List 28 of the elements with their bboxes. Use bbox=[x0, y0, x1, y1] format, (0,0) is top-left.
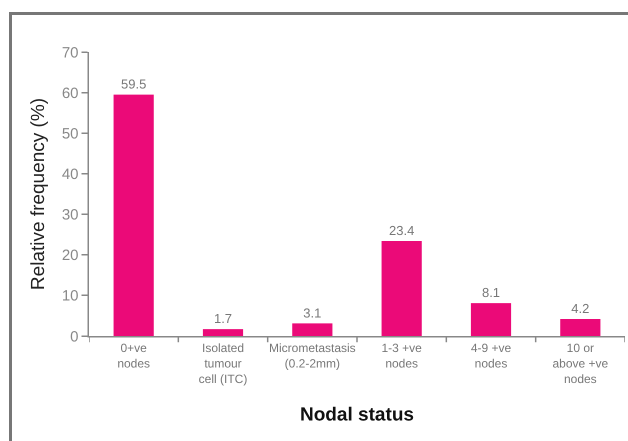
data-label: 4.2 bbox=[571, 300, 590, 316]
bar bbox=[202, 329, 244, 336]
y-tick-label: 50 bbox=[62, 125, 78, 142]
y-tick-label: 60 bbox=[62, 84, 78, 102]
data-label: 23.4 bbox=[389, 223, 414, 238]
y-tick-label: 70 bbox=[62, 44, 78, 62]
x-tick-label: 4-9 +ve nodes bbox=[470, 340, 512, 370]
y-tick-label: 10 bbox=[62, 288, 78, 305]
y-tick-label: 30 bbox=[62, 206, 78, 224]
x-tick-label: 1-3 +ve nodes bbox=[381, 340, 422, 370]
data-label: 3.1 bbox=[303, 305, 322, 320]
y-axis-title: Relative frequency (%) bbox=[28, 98, 49, 290]
bar bbox=[114, 94, 154, 336]
data-label: 1.7 bbox=[214, 311, 232, 326]
x-tick-label: 0+ve nodes bbox=[117, 340, 150, 370]
bar bbox=[292, 323, 332, 336]
x-tick-label: Isolated tumour cell (ITC) bbox=[198, 340, 248, 386]
x-axis-title: Nodal status bbox=[300, 404, 414, 426]
data-label: 59.5 bbox=[121, 76, 146, 92]
data-label: 8.1 bbox=[482, 285, 500, 300]
y-tick-label: 20 bbox=[62, 247, 78, 264]
bar bbox=[560, 318, 600, 336]
y-tick-label: 40 bbox=[62, 166, 78, 183]
bar bbox=[470, 303, 512, 336]
x-tick-label: Micrometastasis (0.2-2mm) bbox=[268, 340, 356, 370]
x-tick-label: 10 or above +ve nodes bbox=[552, 340, 609, 386]
y-tick-label: 0 bbox=[70, 328, 78, 346]
bar bbox=[382, 241, 422, 336]
